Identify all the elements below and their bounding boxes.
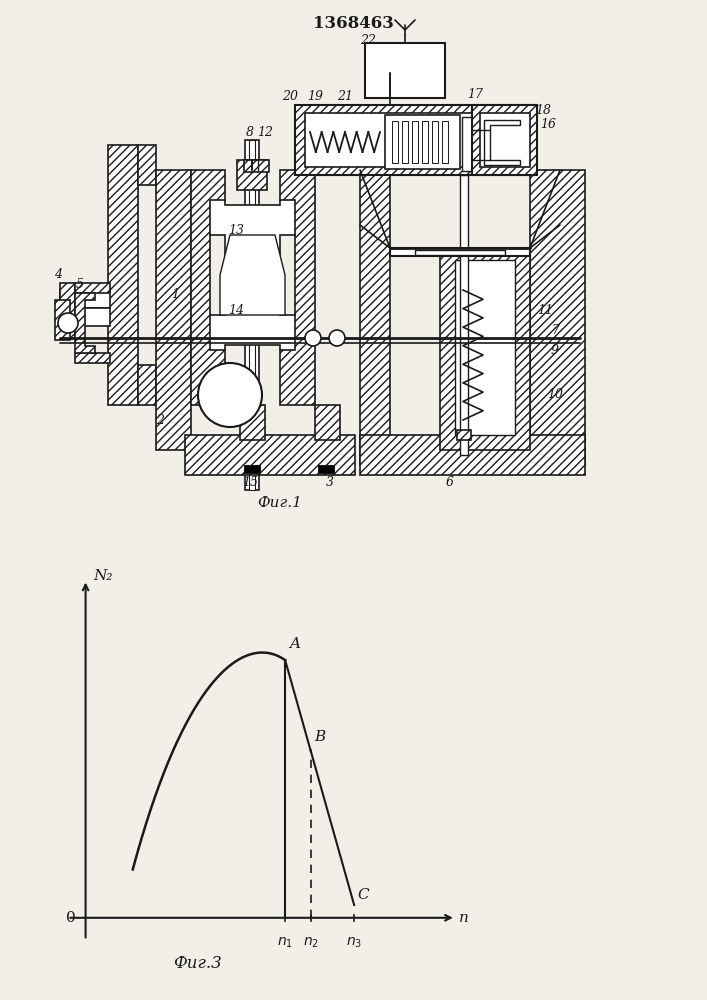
Text: B: B — [314, 730, 325, 744]
Circle shape — [198, 363, 262, 427]
Bar — [108, 145, 138, 405]
Text: 6: 6 — [446, 477, 454, 489]
Bar — [240, 405, 265, 440]
Bar — [295, 105, 535, 175]
Text: 15: 15 — [242, 477, 258, 489]
Text: $n_3$: $n_3$ — [346, 936, 362, 950]
Bar — [402, 121, 408, 163]
Bar — [185, 435, 355, 475]
Bar — [462, 117, 472, 171]
Text: $n_2$: $n_2$ — [303, 936, 319, 950]
Text: 14: 14 — [228, 304, 244, 316]
Text: n: n — [460, 911, 469, 925]
Bar — [244, 465, 260, 473]
Circle shape — [58, 313, 78, 333]
Bar — [530, 170, 585, 465]
Bar — [480, 113, 530, 167]
Bar — [75, 353, 110, 363]
Text: N₂: N₂ — [93, 569, 112, 583]
Bar — [244, 160, 269, 172]
Text: 12: 12 — [257, 126, 273, 139]
Bar — [318, 465, 334, 473]
Bar — [156, 170, 191, 450]
Bar — [249, 140, 255, 490]
Bar — [305, 113, 525, 167]
Bar — [457, 430, 471, 440]
Polygon shape — [210, 200, 295, 350]
Text: 5: 5 — [76, 278, 84, 292]
Text: 1368463: 1368463 — [312, 14, 393, 31]
Text: 16: 16 — [540, 118, 556, 131]
Text: 11: 11 — [537, 304, 553, 316]
Text: $n_1$: $n_1$ — [277, 936, 293, 950]
Bar — [442, 121, 448, 163]
Text: 21: 21 — [337, 91, 353, 104]
Bar — [315, 405, 340, 440]
Bar — [415, 250, 505, 255]
Text: 4: 4 — [54, 268, 62, 282]
Bar — [460, 175, 468, 455]
Circle shape — [329, 330, 345, 346]
Text: C: C — [358, 888, 369, 902]
Bar — [138, 365, 156, 405]
Bar — [60, 283, 75, 338]
Bar — [455, 260, 515, 435]
Text: 3: 3 — [326, 477, 334, 489]
Bar — [365, 43, 445, 98]
Bar — [60, 290, 110, 308]
Bar — [55, 300, 70, 340]
Text: 0: 0 — [66, 911, 76, 925]
Text: A: A — [288, 637, 300, 651]
Text: Фиг.1: Фиг.1 — [257, 496, 303, 510]
Bar — [432, 121, 438, 163]
Bar — [422, 121, 428, 163]
Text: 17: 17 — [467, 89, 483, 102]
Bar — [385, 115, 460, 169]
Bar — [392, 121, 398, 163]
Polygon shape — [220, 235, 285, 315]
Polygon shape — [484, 120, 520, 165]
Bar — [75, 283, 110, 293]
Circle shape — [305, 330, 321, 346]
Bar — [360, 170, 390, 465]
Text: 2: 2 — [156, 414, 164, 426]
Text: 10: 10 — [547, 388, 563, 401]
Bar — [138, 145, 156, 185]
Text: 7: 7 — [551, 324, 559, 336]
Polygon shape — [191, 170, 225, 405]
Text: 22: 22 — [360, 33, 376, 46]
Bar — [412, 121, 418, 163]
Text: 8: 8 — [246, 126, 254, 139]
Text: 18: 18 — [535, 104, 551, 116]
Text: 9: 9 — [551, 344, 559, 357]
Text: 13: 13 — [228, 224, 244, 236]
Text: 19: 19 — [307, 91, 323, 104]
Text: 20: 20 — [282, 91, 298, 104]
Polygon shape — [280, 170, 315, 405]
Bar — [245, 140, 259, 490]
Polygon shape — [75, 293, 95, 353]
Bar — [60, 308, 110, 326]
Bar — [360, 435, 585, 475]
Text: Фиг.3: Фиг.3 — [174, 955, 222, 972]
Bar — [237, 160, 267, 190]
Text: 1: 1 — [171, 288, 179, 302]
Bar — [472, 105, 537, 175]
Bar — [440, 250, 530, 450]
Bar — [390, 248, 530, 256]
